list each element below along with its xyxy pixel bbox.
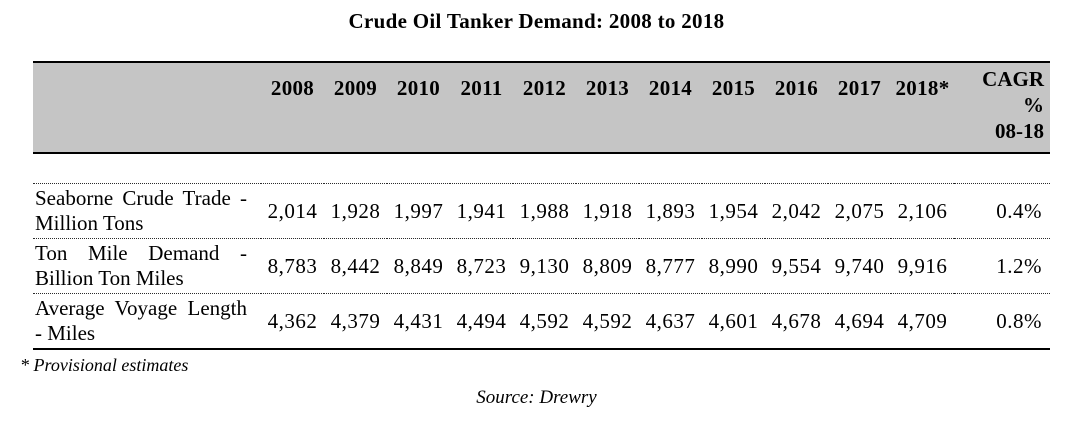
year-value-cell: 4,362 (261, 293, 324, 350)
crude-oil-demand-table: 2008 2009 2010 2011 2012 2013 2014 2015 2016 2017… (33, 61, 1050, 350)
year-value-cell: 2,106 (891, 183, 954, 239)
year-column-header: 2015 (702, 61, 765, 154)
year-value-cell: 4,678 (765, 293, 828, 350)
table-row: Seaborne Crude Trade - Million Tons 2,014 1… (33, 183, 1050, 239)
row-label-line: - Miles (35, 321, 96, 345)
year-value-cell: 9,916 (891, 238, 954, 294)
year-value-cell: 8,723 (450, 238, 513, 294)
year-value-cell: 8,442 (324, 238, 387, 294)
cagr-value-cell: 0.8% (954, 293, 1050, 350)
year-column-header: 2013 (576, 61, 639, 154)
year-value-cell: 8,809 (576, 238, 639, 294)
row-label: Ton Mile Demand - Billion Ton Miles (33, 238, 261, 294)
year-column-header: 2014 (639, 61, 702, 154)
header-body-gap (33, 153, 1050, 184)
row-label-line: Seaborne Crude Trade - (35, 186, 247, 210)
year-value-cell: 9,554 (765, 238, 828, 294)
row-label: Seaborne Crude Trade - Million Tons (33, 183, 261, 239)
year-column-header: 2012 (513, 61, 576, 154)
year-value-cell: 4,494 (450, 293, 513, 350)
year-value-cell: 2,042 (765, 183, 828, 239)
cagr-header-cell: CAGR % 08-18 (954, 61, 1050, 154)
table-row: Ton Mile Demand - Billion Ton Miles 8,783 8… (33, 238, 1050, 294)
table-body: Seaborne Crude Trade - Million Tons 2,014 1… (33, 183, 1050, 350)
cagr-value-cell: 0.4% (954, 183, 1050, 239)
year-column-header: 2008 (261, 61, 324, 154)
row-label-line: Billion Ton Miles (35, 266, 184, 290)
year-value-cell: 1,954 (702, 183, 765, 239)
year-value-cell: 8,777 (639, 238, 702, 294)
year-column-header: 2016 (765, 61, 828, 154)
row-label: Average Voyage Length - Miles (33, 293, 261, 350)
year-column-header: 2017 (828, 61, 891, 154)
year-value-cell: 4,592 (576, 293, 639, 350)
year-value-cell: 9,740 (828, 238, 891, 294)
year-value-cell: 4,592 (513, 293, 576, 350)
year-value-cell: 8,990 (702, 238, 765, 294)
year-value-cell: 1,928 (324, 183, 387, 239)
year-value-cell: 8,783 (261, 238, 324, 294)
year-value-cell: 1,918 (576, 183, 639, 239)
year-value-cell: 4,694 (828, 293, 891, 350)
year-value-cell: 9,130 (513, 238, 576, 294)
table-header-row: 2008 2009 2010 2011 2012 2013 2014 2015 2016 2017… (33, 61, 1050, 154)
cagr-header-line2: % (1023, 93, 1044, 117)
year-value-cell: 1,997 (387, 183, 450, 239)
page-title: Crude Oil Tanker Demand: 2008 to 2018 (348, 9, 725, 33)
source-credit: Source: Drewry (476, 387, 597, 408)
year-column-header: 2010 (387, 61, 450, 154)
row-label-line: Million Tons (35, 211, 144, 235)
spacer-cell (33, 153, 1050, 184)
year-column-header: 2011 (450, 61, 513, 154)
year-value-cell: 2,075 (828, 183, 891, 239)
year-value-cell: 2,014 (261, 183, 324, 239)
year-value-cell: 8,849 (387, 238, 450, 294)
year-column-header: 2009 (324, 61, 387, 154)
year-value-cell: 1,988 (513, 183, 576, 239)
year-value-cell: 1,941 (450, 183, 513, 239)
cagr-value-cell: 1.2% (954, 238, 1050, 294)
provisional-footnote: * Provisional estimates (20, 355, 189, 375)
year-value-cell: 4,431 (387, 293, 450, 350)
year-value-cell: 1,893 (639, 183, 702, 239)
year-value-cell: 4,709 (891, 293, 954, 350)
year-value-cell: 4,379 (324, 293, 387, 350)
year-value-cell: 4,601 (702, 293, 765, 350)
cagr-header-line1: CAGR (982, 67, 1044, 91)
year-column-header: 2018* (891, 61, 954, 154)
row-label-line: Average Voyage Length (35, 296, 247, 320)
table-row: Average Voyage Length - Miles 4,362 4,379 4,… (33, 293, 1050, 350)
row-label-header-cell (33, 61, 261, 154)
year-value-cell: 4,637 (639, 293, 702, 350)
cagr-header-line3: 08-18 (995, 119, 1044, 143)
row-label-line: Ton Mile Demand - (35, 241, 247, 265)
